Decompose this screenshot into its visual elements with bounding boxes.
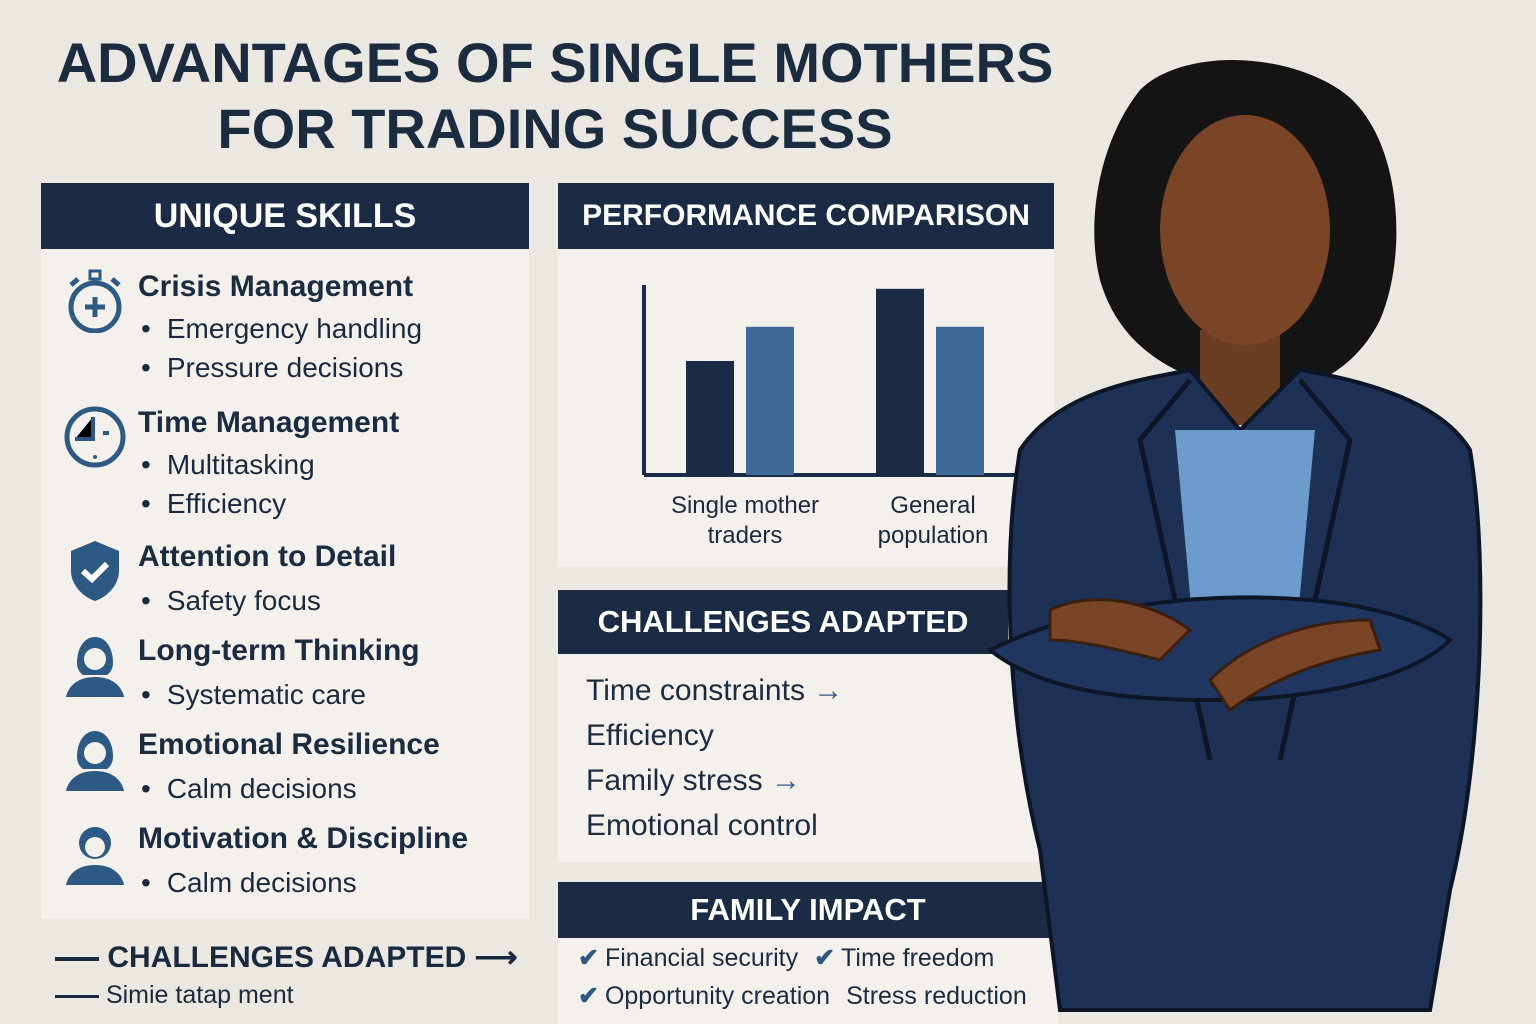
family-text: Time freedom — [841, 944, 995, 972]
bar — [746, 326, 794, 475]
challenge-text: Family stress — [586, 764, 763, 797]
bar — [876, 288, 924, 475]
skill-bullet: Multitasking — [141, 445, 315, 484]
title-line-2: FOR TRADING SUCCESS — [217, 97, 893, 160]
skill-title: Motivation & Discipline — [138, 822, 469, 855]
check-icon: ✔ — [814, 944, 836, 972]
person-icon — [66, 731, 124, 791]
shield-check-icon — [71, 541, 119, 601]
challenge-text: Emotional control — [586, 809, 818, 842]
skill-bullet: Emergency handling — [141, 309, 422, 348]
skill-bullet: Safety focus — [141, 581, 321, 620]
skill-title: Emotional Resilience — [138, 728, 440, 761]
bar — [936, 326, 984, 475]
woman-illustration — [986, 60, 1483, 1012]
family-item: Stress reduction — [846, 980, 1027, 1012]
chart-title: PERFORMANCE COMPARISON — [558, 183, 1054, 249]
family-item: ✔ Financial security — [578, 942, 798, 974]
x-tick-label: Single mother traders — [670, 492, 820, 549]
chart-panel: Single mother traders General population — [558, 249, 1054, 567]
unique-skills-header: UNIQUE SKILLS — [41, 183, 529, 249]
bar-chart — [642, 285, 1022, 477]
check-icon: ✔ — [578, 944, 599, 972]
challenges-list: Time constraints → Efficiency Family str… — [586, 668, 843, 848]
family-impact-panel: ✔ Financial security ✔ Time freedom ✔ Oppor… — [558, 938, 1058, 1024]
footer-subline-text: Simie tatap ment — [105, 981, 294, 1009]
footer-subline: Simie tatap ment — [55, 980, 294, 1010]
arrow-right-icon: ⟶ — [474, 941, 518, 974]
family-impact-header: FAMILY IMPACT — [558, 882, 1058, 938]
skill-title: Attention to Detail — [138, 540, 397, 573]
skill-bullet: Pressure decisions — [141, 348, 422, 387]
skill-bullet: Systematic care — [141, 675, 366, 714]
page-title: ADVANTAGES OF SINGLE MOTHERS FOR TRADING… — [10, 30, 1100, 162]
bar — [686, 361, 734, 475]
skill-title: Time Management — [138, 406, 400, 439]
stopwatch-icon — [68, 269, 122, 333]
challenge-item: Time constraints → — [586, 668, 843, 713]
skill-title: Long-term Thinking — [138, 634, 420, 667]
family-item: ✔ Time freedom — [814, 942, 994, 974]
skill-bullet: Calm decisions — [141, 769, 357, 808]
challenge-item: Efficiency — [586, 713, 843, 758]
skill-title: Crisis Management — [138, 270, 414, 303]
footer-challenges-label: CHALLENGES ADAPTED — [107, 941, 467, 974]
family-item: ✔ Opportunity creation — [578, 980, 830, 1012]
skill-bullet: Calm decisions — [141, 863, 357, 902]
challenge-item: Family stress → — [586, 758, 843, 803]
family-text: Stress reduction — [846, 982, 1027, 1010]
arrow-right-icon: → — [771, 764, 802, 797]
person-icon — [66, 637, 124, 697]
family-row: ✔ Financial security ✔ Time freedom — [578, 942, 994, 974]
challenge-text: Efficiency — [586, 719, 714, 752]
person-icon — [66, 827, 124, 885]
clock-icon — [64, 406, 126, 468]
family-text: Financial security — [604, 944, 799, 972]
skill-bullet: Efficiency — [141, 484, 315, 523]
family-text: Opportunity creation — [604, 982, 831, 1010]
check-icon: ✔ — [578, 982, 599, 1010]
family-row: ✔ Opportunity creation Stress reduction — [578, 980, 1027, 1012]
challenge-text: Time constraints — [586, 674, 805, 707]
unique-skills-panel: Crisis Management Emergency handlingPres… — [41, 249, 529, 919]
challenges-header: CHALLENGES ADAPTED — [558, 590, 1008, 654]
challenges-panel: CHALLENGES ADAPTED Time constraints → Ef… — [558, 590, 1054, 862]
arrow-right-icon: → — [813, 674, 844, 707]
challenge-item: Emotional control — [586, 803, 843, 848]
title-line-1: ADVANTAGES OF SINGLE MOTHERS — [56, 31, 1054, 94]
footer-challenges: CHALLENGES ADAPTED ⟶ — [55, 940, 518, 976]
x-tick-label: General population — [877, 492, 989, 549]
